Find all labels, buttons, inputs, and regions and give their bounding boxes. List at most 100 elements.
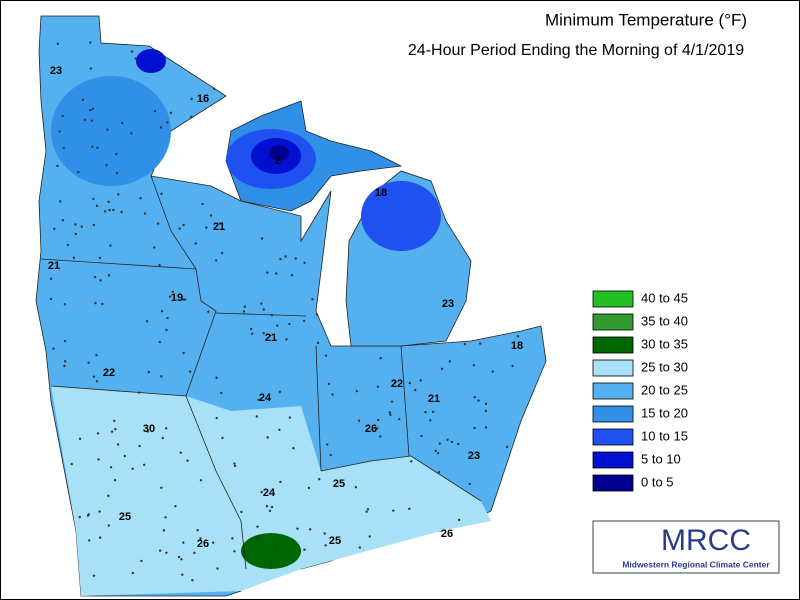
- station-dot: [209, 214, 213, 217]
- station-dot: [262, 308, 265, 311]
- station-dot: [162, 529, 166, 532]
- station-dot: [251, 332, 254, 335]
- station-dot: [63, 339, 67, 343]
- station-dot: [478, 342, 482, 345]
- station-dot: [91, 145, 94, 148]
- station-dot: [89, 41, 92, 44]
- map-value-label: 26: [441, 528, 453, 540]
- station-dot: [145, 320, 149, 323]
- station-dot: [255, 415, 259, 418]
- map-value-label: 21: [213, 221, 225, 233]
- station-dot: [311, 298, 314, 301]
- station-dot: [296, 527, 299, 530]
- station-dot: [323, 532, 326, 535]
- station-dot: [59, 200, 62, 203]
- station-dot: [188, 370, 192, 373]
- station-dot: [117, 193, 120, 196]
- station-dot: [366, 508, 370, 511]
- station-dot: [98, 256, 102, 260]
- station-dot: [165, 427, 168, 430]
- station-dot: [307, 486, 311, 490]
- station-dot: [61, 114, 64, 118]
- station-dot: [424, 410, 427, 414]
- station-dot: [178, 227, 181, 230]
- station-dot: [218, 222, 222, 225]
- map-value-label: 23: [50, 65, 62, 77]
- station-dot: [158, 549, 162, 552]
- logo-text: MRCC: [661, 524, 751, 557]
- station-dot: [357, 419, 361, 422]
- map-value-label: 22: [103, 367, 115, 379]
- station-dot: [97, 458, 100, 461]
- station-dot: [376, 418, 380, 422]
- station-dot: [211, 541, 215, 544]
- station-dot: [376, 427, 379, 430]
- map-value-label: 21: [48, 260, 60, 272]
- legend-swatch: [592, 313, 634, 331]
- station-dot: [324, 544, 327, 547]
- state-border: [320, 455, 482, 502]
- cold-zone: [136, 49, 166, 73]
- station-dot: [182, 351, 185, 355]
- station-dot: [316, 341, 320, 345]
- station-dot: [109, 466, 113, 469]
- station-dot: [392, 509, 395, 512]
- station-dot: [166, 316, 169, 320]
- station-dot: [92, 197, 95, 201]
- station-dot: [98, 510, 101, 513]
- station-dot: [110, 430, 114, 433]
- station-dot: [221, 436, 224, 440]
- station-dot: [191, 579, 194, 582]
- legend-swatch: [592, 359, 634, 377]
- station-dot: [166, 121, 169, 124]
- station-dot: [143, 212, 147, 215]
- station-dot: [450, 440, 454, 444]
- station-dot: [207, 310, 210, 313]
- station-dot: [315, 313, 319, 316]
- legend-swatch: [592, 451, 634, 469]
- station-dot: [269, 561, 273, 565]
- station-dot: [81, 98, 85, 101]
- map-value-label: 25: [329, 535, 341, 547]
- station-dot: [368, 535, 371, 538]
- station-dot: [260, 237, 264, 240]
- station-dot: [103, 210, 107, 213]
- station-dot: [193, 551, 196, 555]
- station-dot: [376, 385, 380, 388]
- station-dot: [240, 510, 243, 514]
- station-dot: [107, 274, 111, 277]
- legend-label: 10 to 15: [641, 428, 688, 443]
- legend-label: 25 to 30: [641, 359, 688, 374]
- legend-label: 40 to 45: [641, 290, 688, 305]
- station-dot: [199, 537, 202, 540]
- map-value-label: 30: [143, 423, 155, 435]
- station-dot: [160, 192, 163, 196]
- station-dot: [183, 298, 187, 301]
- station-dot: [318, 477, 321, 481]
- map-value-label: 26: [365, 423, 377, 435]
- station-dot: [215, 259, 218, 262]
- station-dot: [91, 107, 94, 111]
- station-dot: [292, 447, 295, 450]
- station-dot: [215, 416, 218, 420]
- legend-label: 5 to 10: [641, 451, 681, 466]
- station-dot: [116, 443, 120, 446]
- station-dot: [160, 309, 164, 313]
- station-dot: [194, 242, 197, 245]
- station-dot: [56, 42, 60, 46]
- station-dot: [473, 426, 476, 430]
- station-dot: [156, 222, 160, 225]
- station-dot: [440, 367, 444, 371]
- station-dot: [484, 409, 488, 413]
- station-dot: [278, 428, 281, 431]
- station-dot: [180, 558, 183, 561]
- station-dot: [182, 298, 185, 301]
- station-dot: [89, 67, 92, 70]
- station-dot: [171, 290, 174, 293]
- legend-swatch: [592, 428, 634, 446]
- map-value-label: 24: [263, 487, 276, 499]
- station-dot: [49, 277, 53, 280]
- station-dot: [134, 57, 137, 60]
- state-border: [50, 385, 187, 397]
- station-dot: [160, 375, 163, 378]
